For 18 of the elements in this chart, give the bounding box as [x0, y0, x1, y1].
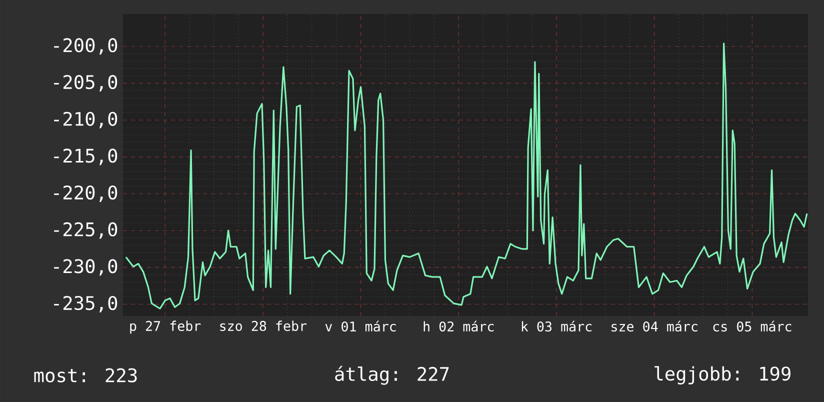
y-tick-label: -210,0	[54, 112, 118, 128]
x-tick-label: sze 04 márc	[612, 320, 698, 332]
text: legjobb: 199	[654, 366, 790, 384]
x-tick-label: v 01 márc	[325, 320, 396, 332]
x-tick-label: szo 28 febr	[220, 320, 307, 332]
y-tick-label: -230,0	[54, 259, 118, 276]
x-tick-label: cs 05 márc	[713, 320, 792, 332]
text: átlag: 227	[335, 366, 449, 385]
y-tick-label: -205,0	[54, 74, 118, 92]
y-tick-label: -200,0	[54, 38, 118, 55]
y-tick-label: -225,0	[54, 222, 118, 239]
x-tick-label: h 02 márc	[424, 320, 494, 332]
y-tick-label: -220,0	[54, 185, 118, 202]
y-tick-label: -215,0	[54, 148, 118, 166]
x-tick-label: k 03 márc	[522, 320, 592, 332]
x-tick-label: p 27 febr	[130, 320, 201, 334]
y-tick-label: -235,0	[54, 296, 118, 312]
text: most: 223	[34, 368, 137, 382]
